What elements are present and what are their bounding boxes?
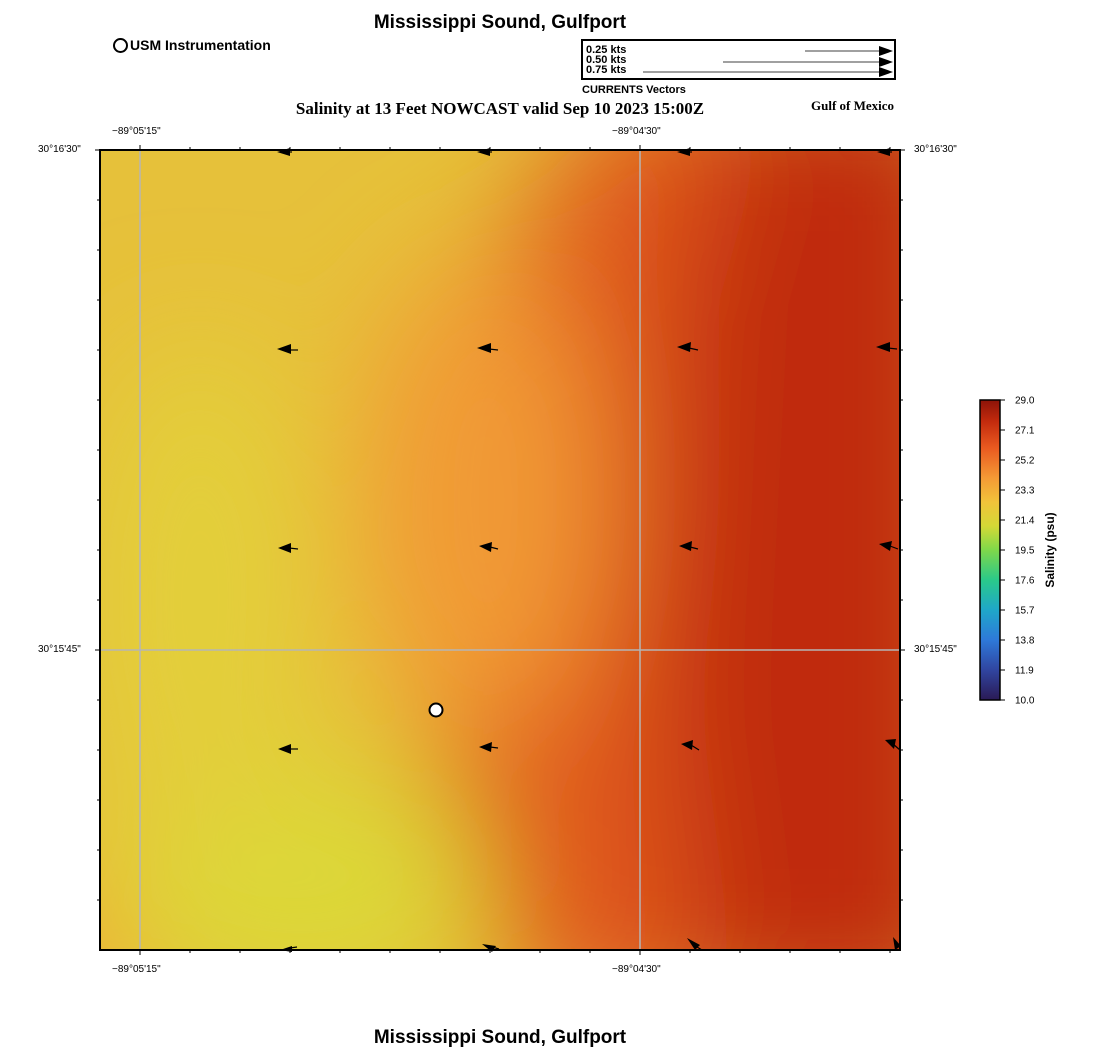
instrument-legend-label: USM Instrumentation [130,37,271,53]
vector-legend-label-1: 0.25 kts [586,44,627,56]
colorbar-tick-label: 27.1 [1015,426,1035,437]
map-title: Mississippi Sound, Gulfport [373,12,627,33]
current-vector [679,541,699,551]
colorbar-ramp [979,399,1001,701]
colorbar-tick-label: 11.9 [1015,666,1034,677]
current-vector [280,946,298,952]
usm-instrument-marker[interactable] [428,702,444,718]
colorbar-label: Salinity (psu) [1043,512,1057,588]
current-vector [479,542,499,552]
current-vector [877,148,892,156]
graticule [100,150,900,950]
current-vector [677,148,692,156]
lon-tick-label-bottom-2: −89°04'30" [612,964,661,975]
current-vector [278,543,299,553]
vector-legend-arrow-1 [805,46,893,56]
colorbar-tick-label: 19.5 [1015,546,1035,557]
instrument-legend: USM Instrumentation [113,37,271,53]
colorbar-tick-label: 21.4 [1015,516,1035,527]
colorbar-tick-label: 29.0 [1015,396,1035,407]
vector-legend: 0.25 kts 0.50 kts 0.75 kts [581,39,896,80]
colorbar-tick-label: 17.6 [1015,576,1035,587]
current-vector [893,937,901,950]
current-vector [876,342,898,352]
current-vector [477,148,492,156]
region-label: Gulf of Mexico [811,98,895,113]
vector-legend-arrows [643,46,893,77]
vector-legend-arrow-3 [643,67,893,77]
current-vector [681,740,700,751]
current-vector [479,742,499,752]
lon-tick-label-bottom-1: −89°05'15" [112,964,161,975]
colorbar-tick-label: 13.8 [1015,636,1035,647]
colorbar-ticks: 29.0 27.1 25.2 23.3 21.4 19.5 17.6 15.7 13.8 11.9… [1000,396,1035,707]
lon-tick-label-top-2: −89°04'30" [612,126,661,137]
salinity-field [100,150,900,950]
map-subtitle: Salinity at 13 Feet NOWCAST valid Sep 10… [295,99,705,118]
circle-marker-icon [113,37,128,53]
current-vector [277,344,298,354]
lat-tick-label-left-2: 30°15'45" [38,644,81,655]
vector-legend-label-3: 0.75 kts [586,64,627,76]
current-vectors [277,148,901,952]
colorbar-tick-label: 25.2 [1015,456,1035,467]
footer-title: Mississippi Sound, Gulfport [373,1027,627,1048]
colorbar-tick-label: 15.7 [1015,606,1035,617]
colorbar-tick-label: 23.3 [1015,486,1035,497]
current-vector [482,944,500,952]
vector-legend-label-2: 0.50 kts [586,54,627,66]
lat-tick-label-left-1: 30°16'30" [38,144,81,155]
current-vector [687,938,703,951]
current-vector [879,541,899,551]
vector-legend-caption: CURRENTS Vectors [582,84,686,96]
lat-tick-label-right-1: 30°16'30" [914,144,957,155]
current-vector [677,342,699,352]
lat-tick-label-right-2: 30°15'45" [914,644,957,655]
vector-legend-arrow-2 [723,57,893,67]
current-vector [477,343,499,353]
current-vector [277,148,292,156]
current-vector [885,739,901,751]
colorbar-tick-label: 10.0 [1015,696,1035,707]
lon-tick-label-top-1: −89°05'15" [112,126,161,137]
current-vector [278,744,298,754]
